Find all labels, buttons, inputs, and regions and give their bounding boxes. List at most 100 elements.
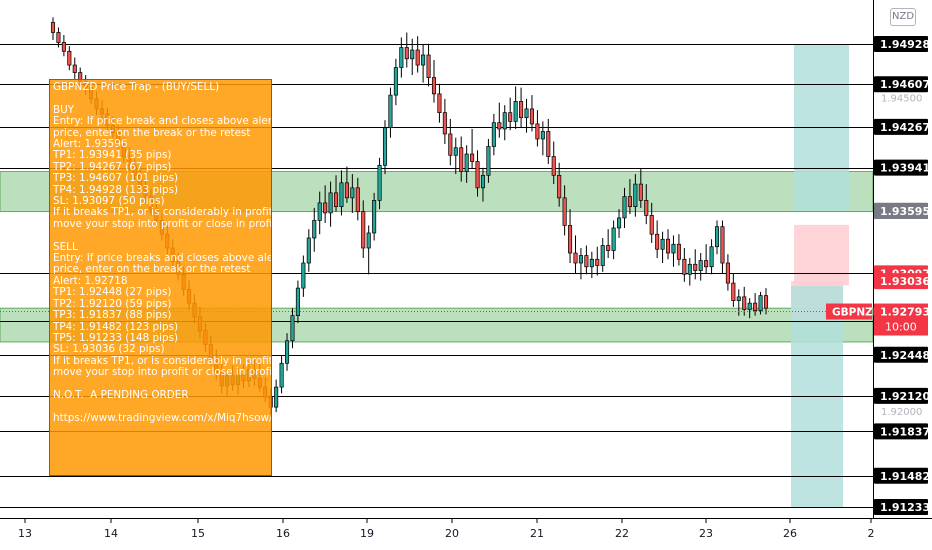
candle	[617, 209, 622, 238]
time-label: 23	[699, 527, 713, 540]
candle-body	[497, 122, 502, 130]
candle-body	[323, 202, 328, 214]
candle	[442, 98, 447, 144]
note-line: TP1: 1.93941 (35 pips)	[53, 149, 172, 162]
candle-body	[644, 200, 649, 216]
candle	[611, 220, 616, 260]
current-price-value: 1.92793	[880, 306, 930, 319]
note-line: Alert: 1.92718	[53, 274, 128, 287]
candle	[655, 220, 660, 259]
candle-body	[595, 258, 600, 266]
note-line	[53, 230, 268, 241]
price-label-text: 1.92448	[880, 349, 930, 362]
candle-body	[72, 64, 77, 73]
candle	[758, 291, 763, 315]
candle	[61, 34, 66, 57]
note-link[interactable]: https://www.tradingview.com/x/Miq7hsow/	[53, 411, 272, 424]
symbol-tag-bg	[826, 303, 872, 320]
candle	[426, 43, 431, 87]
candle-body	[61, 42, 66, 52]
candle	[285, 333, 290, 371]
candle-body	[627, 196, 632, 207]
candle	[633, 174, 638, 217]
candle-body	[655, 233, 660, 250]
price-label-bg	[874, 387, 928, 404]
time-label: 26	[783, 527, 797, 540]
price-label: 1.94267	[874, 118, 930, 135]
candle	[622, 187, 627, 228]
candle	[687, 258, 692, 286]
candle	[595, 246, 600, 276]
time-label: 2	[868, 527, 875, 540]
candle	[638, 169, 643, 208]
price-label-text: 1.93941	[880, 162, 930, 175]
candle-body	[295, 287, 300, 317]
candle-body	[600, 245, 605, 266]
candle-body	[584, 255, 589, 268]
candle-body	[617, 217, 622, 229]
candle	[725, 254, 730, 291]
candle	[339, 170, 344, 216]
candle-body	[622, 196, 627, 219]
price-label: 1.93595	[874, 203, 930, 220]
candle	[551, 141, 556, 185]
candle	[290, 308, 295, 349]
candle-body	[344, 182, 349, 199]
candle-body	[763, 295, 769, 309]
price-label-bg	[874, 203, 928, 220]
candle	[67, 46, 72, 71]
candle	[328, 181, 333, 227]
price-label: 1.92448	[874, 346, 930, 363]
candle-body	[393, 67, 398, 96]
candle	[557, 162, 562, 207]
candle-body	[568, 225, 573, 254]
candle-body	[426, 54, 431, 78]
note-line: N.O.T. A PENDING ORDER	[53, 388, 189, 401]
price-label-text: 1.94607	[880, 78, 930, 91]
candle	[731, 273, 736, 307]
time-label: 15	[191, 527, 205, 540]
candle-body	[660, 238, 665, 250]
note-line: SL: 1.93036 (32 pips)	[53, 343, 165, 356]
candle	[388, 87, 393, 138]
candle-body	[285, 340, 290, 364]
candle-body	[535, 123, 540, 140]
candle	[393, 58, 398, 106]
candle-body	[519, 101, 524, 119]
candle	[676, 234, 681, 266]
candle-body	[687, 263, 692, 275]
candle	[491, 113, 496, 156]
candle	[524, 98, 529, 133]
candle-body	[709, 246, 714, 268]
candle-body	[606, 245, 611, 251]
candle-body	[676, 243, 681, 260]
candle	[546, 118, 551, 165]
candle-body	[339, 182, 344, 207]
candle	[513, 86, 518, 129]
note-line: move your stop into profit or close in p…	[53, 217, 272, 230]
candle	[502, 105, 507, 141]
note-line: TP3: 1.91837 (88 pips)	[53, 309, 172, 322]
note-line	[53, 93, 268, 104]
candle	[56, 27, 61, 48]
candle-body	[442, 112, 447, 135]
long-position-stop	[794, 224, 849, 286]
candle-body	[671, 243, 676, 254]
candle	[497, 102, 502, 138]
candle	[274, 379, 279, 413]
note-line: If it breaks TP1, or is considerably in …	[53, 354, 272, 367]
note-line: TP2: 1.92120 (59 pips)	[53, 297, 172, 310]
candle	[682, 247, 687, 282]
price-label-text: 1.91233	[880, 501, 930, 514]
candle-body	[421, 54, 426, 66]
trade-note[interactable]: GBPNZD Price Trap - (BUY/SELL) BUY Entry: …	[49, 79, 272, 476]
candle	[660, 231, 665, 264]
candle-body	[747, 302, 752, 310]
candle-body	[290, 315, 295, 342]
price-label-bg	[874, 346, 928, 363]
currency-badge[interactable]: NZD	[890, 8, 916, 26]
price-label-text: 1.91837	[880, 425, 930, 438]
candle-body	[758, 295, 763, 311]
